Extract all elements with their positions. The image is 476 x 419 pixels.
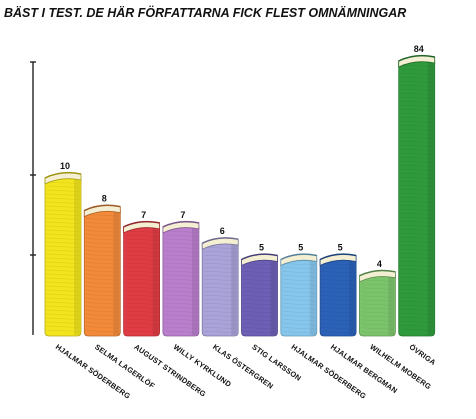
book-cover-edge: [359, 269, 396, 277]
bar-1: 10: [44, 161, 82, 337]
bar-shadow: [349, 259, 356, 335]
value-label: 7: [180, 210, 185, 220]
bar-shadow: [152, 226, 159, 335]
book-cover-edge: [123, 220, 160, 228]
category-label: HJALMAR SÖDERBERG: [54, 342, 132, 401]
category-label: AUGUST STRINDBERG: [132, 342, 207, 398]
bar-body: [123, 226, 160, 337]
bar-shadow: [270, 259, 277, 335]
bar-2: 8: [83, 194, 121, 337]
bar-body: [162, 226, 200, 337]
bar-shadow: [191, 226, 198, 335]
bar-body: [83, 210, 121, 337]
value-label: 8: [102, 194, 107, 204]
value-label: 5: [259, 243, 264, 253]
bar-6: 5: [241, 243, 278, 337]
category-label: ÖVRIGA: [408, 342, 438, 367]
category-label: HJALMAR SÖDERBERG: [290, 342, 368, 401]
bar-4: 7: [162, 210, 200, 337]
bar-3: 7: [123, 210, 160, 337]
bar-body: [398, 60, 436, 337]
bar-body: [44, 177, 82, 337]
bar-shadow: [309, 259, 316, 335]
bar-5: 6: [201, 226, 239, 337]
book-cover-edge: [280, 253, 317, 261]
bar-9: 4: [359, 259, 396, 337]
value-label: 5: [298, 243, 303, 253]
bar-shadow: [113, 210, 120, 335]
value-label: 4: [377, 259, 382, 269]
bar-shadow: [388, 275, 395, 335]
value-label: 6: [220, 226, 225, 236]
value-label: 5: [338, 243, 343, 253]
bar-10: 84: [398, 44, 436, 337]
value-label: 84: [414, 44, 424, 54]
value-label: 7: [141, 210, 146, 220]
chart-title: BÄST I TEST. DE HÄR FÖRFATTARNA FICK FLE…: [4, 6, 407, 20]
bar-8: 5: [319, 243, 357, 337]
book-cover-edge: [398, 54, 435, 62]
book-cover-edge: [162, 220, 200, 228]
value-label: 10: [60, 161, 70, 171]
bar-shadow: [74, 178, 80, 335]
bar-7: 5: [280, 243, 318, 337]
bar-body: [201, 242, 239, 337]
book-cover-edge: [44, 171, 82, 179]
book-cover-edge: [319, 253, 357, 261]
book-cover-edge: [201, 237, 239, 244]
category-label: HJALMAR BERGMAN: [329, 342, 399, 395]
bars-group: 10 8 7 7 6 5 5 5 4 84: [44, 44, 436, 337]
book-cover-edge: [83, 204, 121, 212]
bar-shadow: [427, 61, 434, 335]
book-cover-edge: [241, 253, 278, 261]
bar-shadow: [231, 243, 238, 335]
